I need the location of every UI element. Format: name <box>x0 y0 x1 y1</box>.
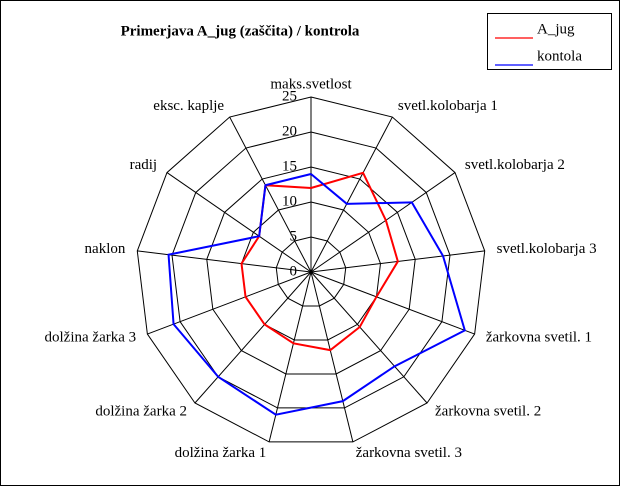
category-label: dolžina žarka 2 <box>95 403 187 419</box>
axis-spoke <box>166 172 312 273</box>
axis-spoke <box>310 271 354 443</box>
tick-label: 25 <box>282 88 297 104</box>
axis-spoke <box>229 116 312 273</box>
axis-spoke <box>147 271 312 335</box>
axis-spoke <box>137 250 312 273</box>
tick-label: 5 <box>290 228 298 244</box>
category-label: eksc. kaplje <box>153 98 224 114</box>
category-label: žarkovna svetil. 1 <box>486 330 592 346</box>
grid-ring <box>206 166 416 375</box>
category-label: svetl.kolobarja 3 <box>497 241 597 257</box>
axis-spoke <box>194 271 312 404</box>
category-label: maks.svetlost <box>270 76 352 92</box>
category-label: dolžina žarka 3 <box>45 330 137 346</box>
category-label: žarkovna svetil. 2 <box>435 403 541 419</box>
tick-label: 10 <box>282 193 297 209</box>
grid-ring <box>136 96 486 443</box>
grid-ring <box>275 236 347 307</box>
tick-label: 20 <box>282 123 297 139</box>
legend <box>487 13 612 70</box>
category-label: svetl.kolobarja 1 <box>398 98 498 114</box>
legend-label: kontola <box>537 48 582 64</box>
category-label: svetl.kolobarja 2 <box>465 157 565 173</box>
category-label: naklon <box>85 241 126 257</box>
chart-title: Primerjava A_jug (zaščita) / kontrola <box>121 23 360 39</box>
tick-label: 0 <box>290 263 298 279</box>
axis-spoke <box>310 271 428 404</box>
series-line <box>167 173 467 416</box>
legend-label: A_jug <box>537 21 575 37</box>
category-label: žarkovna svetil. 3 <box>356 445 462 461</box>
axis-spoke <box>310 172 456 273</box>
axis-spoke <box>268 271 312 443</box>
category-label: dolžina žarka 1 <box>175 445 267 461</box>
axis-spoke <box>310 116 393 273</box>
series-line <box>240 171 399 352</box>
axis-spoke <box>310 271 475 335</box>
category-label: radij <box>130 157 158 173</box>
tick-label: 15 <box>282 158 297 174</box>
